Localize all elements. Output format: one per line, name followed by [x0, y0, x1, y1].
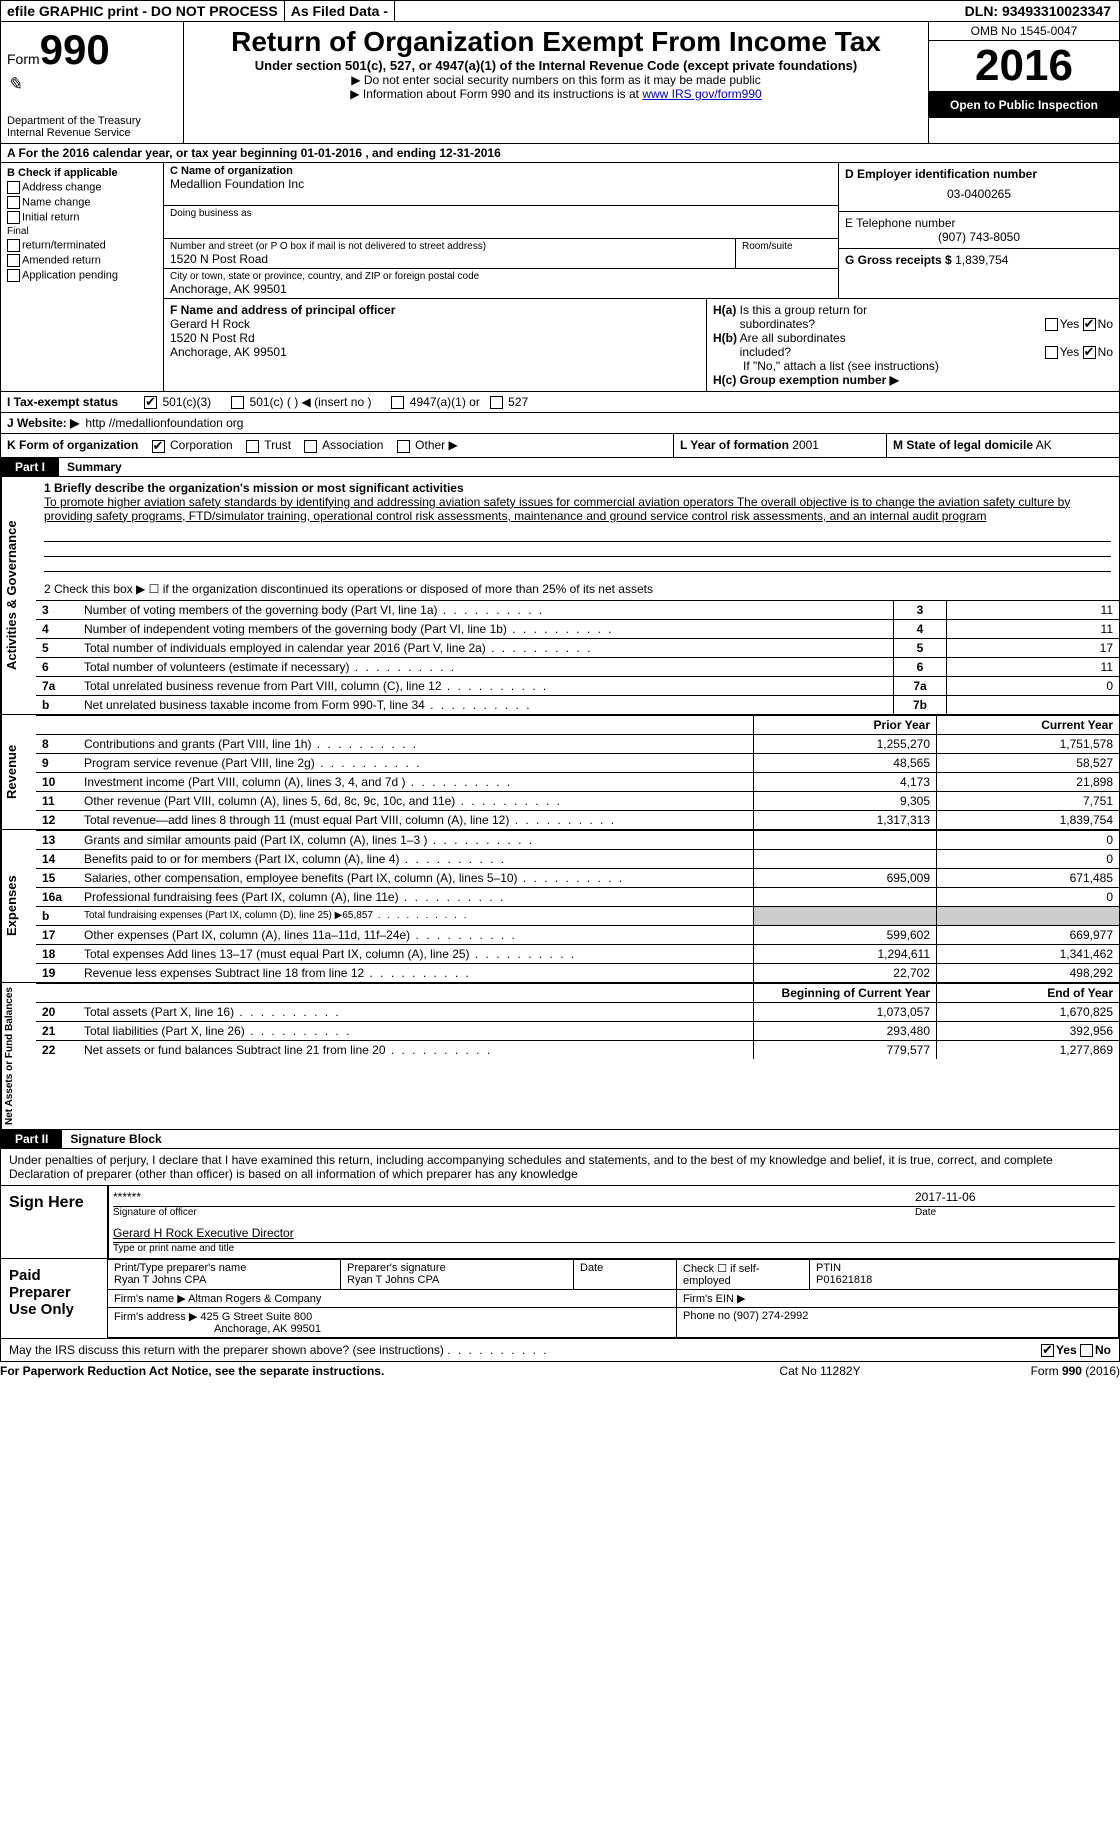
instructions-link[interactable]: www IRS gov/form990	[642, 87, 761, 101]
side-activities: Activities & Governance	[1, 477, 36, 714]
website: http //medallionfoundation org	[85, 416, 243, 430]
col-b: B Check if applicable Address change Nam…	[1, 163, 164, 391]
header: Form990 ✎ Department of the Treasury Int…	[0, 22, 1120, 144]
row-a: A For the 2016 calendar year, or tax yea…	[0, 144, 1120, 163]
section-b-to-g: B Check if applicable Address change Nam…	[0, 163, 1120, 392]
org-name: Medallion Foundation Inc	[170, 177, 832, 191]
side-netassets: Net Assets or Fund Balances	[1, 983, 36, 1129]
header-right: OMB No 1545-0047 2016 Open to Public Ins…	[928, 22, 1119, 143]
part1-header: Part I Summary	[0, 458, 1120, 477]
ein: 03-0400265	[845, 181, 1113, 201]
tax-year: 2016	[929, 41, 1119, 92]
asfiled-label: As Filed Data -	[285, 1, 395, 21]
header-left: Form990 ✎ Department of the Treasury Int…	[1, 22, 184, 143]
part2-header: Part II Signature Block	[0, 1130, 1120, 1149]
header-center: Return of Organization Exempt From Incom…	[184, 22, 928, 143]
mission-text: To promote higher aviation safety standa…	[44, 495, 1111, 523]
dln: DLN: 93493310023347	[395, 3, 1119, 19]
phone: (907) 743-8050	[845, 230, 1113, 244]
topbar: efile GRAPHIC print - DO NOT PROCESS As …	[0, 0, 1120, 22]
efile-label: efile GRAPHIC print - DO NOT PROCESS	[1, 1, 285, 21]
signature-block: Under penalties of perjury, I declare th…	[0, 1149, 1120, 1362]
form-title: Return of Organization Exempt From Incom…	[192, 26, 920, 58]
gross-receipts: 1,839,754	[955, 253, 1008, 267]
side-expenses: Expenses	[1, 830, 36, 982]
side-revenue: Revenue	[1, 715, 36, 829]
footer: For Paperwork Reduction Act Notice, see …	[0, 1362, 1120, 1380]
